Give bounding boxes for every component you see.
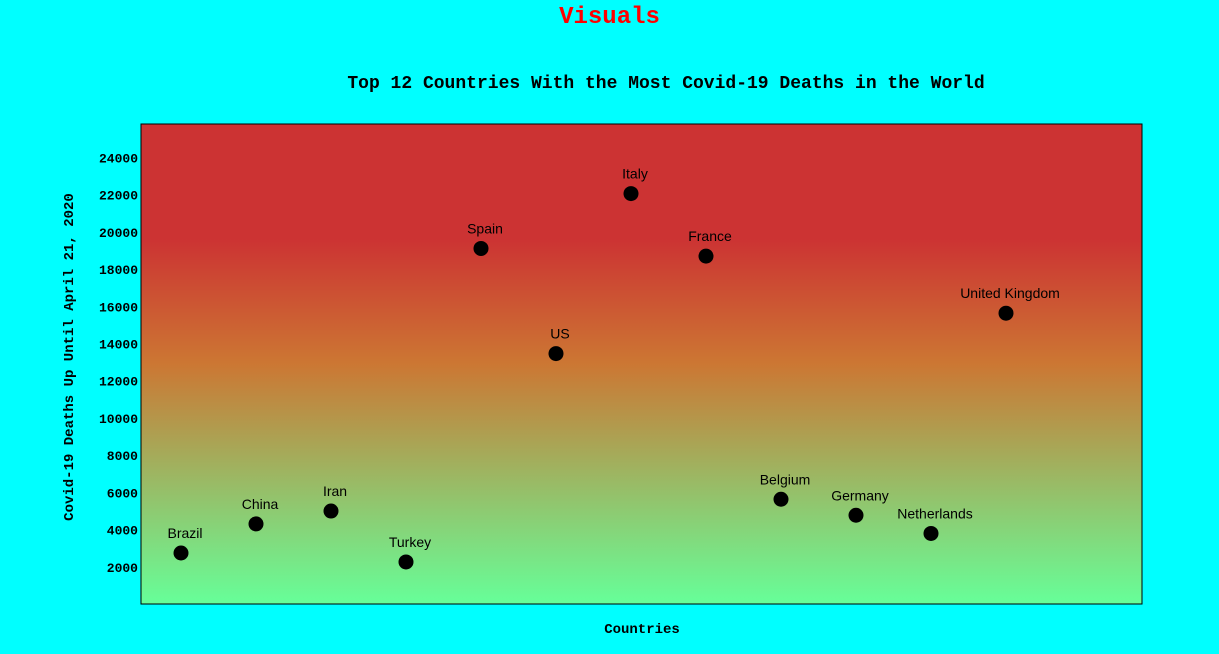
y-tick-label: 14000 [99, 338, 138, 353]
data-point-netherlands[interactable] [923, 525, 939, 541]
data-point-italy[interactable] [623, 186, 639, 202]
point-label-iran: Iran [323, 483, 347, 499]
point-label-belgium: Belgium [760, 471, 811, 487]
plot-area [140, 123, 1143, 605]
point-label-france: France [688, 228, 732, 244]
y-tick-label: 8000 [107, 449, 138, 464]
y-tick-label: 12000 [99, 375, 138, 390]
y-axis-ticks: 2000 4000 6000 8000 10000 12000 14000 16000 1800… [99, 151, 138, 575]
y-tick-label: 10000 [99, 412, 138, 427]
point-label-united-kingdom: United Kingdom [960, 285, 1060, 301]
y-tick-label: 24000 [99, 151, 138, 166]
point-label-turkey: Turkey [389, 534, 431, 550]
y-tick-label: 6000 [107, 486, 138, 501]
data-point-china[interactable] [248, 516, 264, 532]
y-tick-label: 4000 [107, 524, 138, 539]
y-tick-label: 2000 [107, 561, 138, 576]
point-label-netherlands: Netherlands [897, 505, 973, 521]
point-label-germany: Germany [831, 487, 889, 503]
data-point-france[interactable] [698, 248, 714, 264]
y-tick-label: 16000 [99, 300, 138, 315]
data-point-labels: Brazil China Iran Turkey Spain US Italy France B… [167, 166, 1059, 550]
y-tick-label: 22000 [99, 189, 138, 204]
data-points [173, 186, 1014, 570]
page-heading: Visuals [559, 4, 660, 31]
data-point-iran[interactable] [323, 503, 339, 519]
point-label-us: US [550, 326, 569, 342]
chart-title: Top 12 Countries With the Most Covid-19 … [347, 74, 984, 94]
data-point-brazil[interactable] [173, 545, 189, 561]
data-point-spain[interactable] [473, 240, 489, 256]
y-tick-label: 18000 [99, 263, 138, 278]
point-label-china: China [242, 496, 279, 512]
data-point-germany[interactable] [848, 507, 864, 523]
x-axis-label: Countries [604, 622, 680, 638]
point-label-brazil: Brazil [167, 525, 202, 541]
point-label-italy: Italy [622, 166, 648, 182]
data-point-belgium[interactable] [773, 491, 789, 507]
data-point-turkey[interactable] [398, 554, 414, 570]
data-point-united-kingdom[interactable] [998, 305, 1014, 321]
y-tick-label: 20000 [99, 226, 138, 241]
y-axis-label: Covid-19 Deaths Up Until April 21, 2020 [62, 193, 78, 521]
data-point-us[interactable] [548, 346, 564, 362]
point-label-spain: Spain [467, 220, 503, 236]
